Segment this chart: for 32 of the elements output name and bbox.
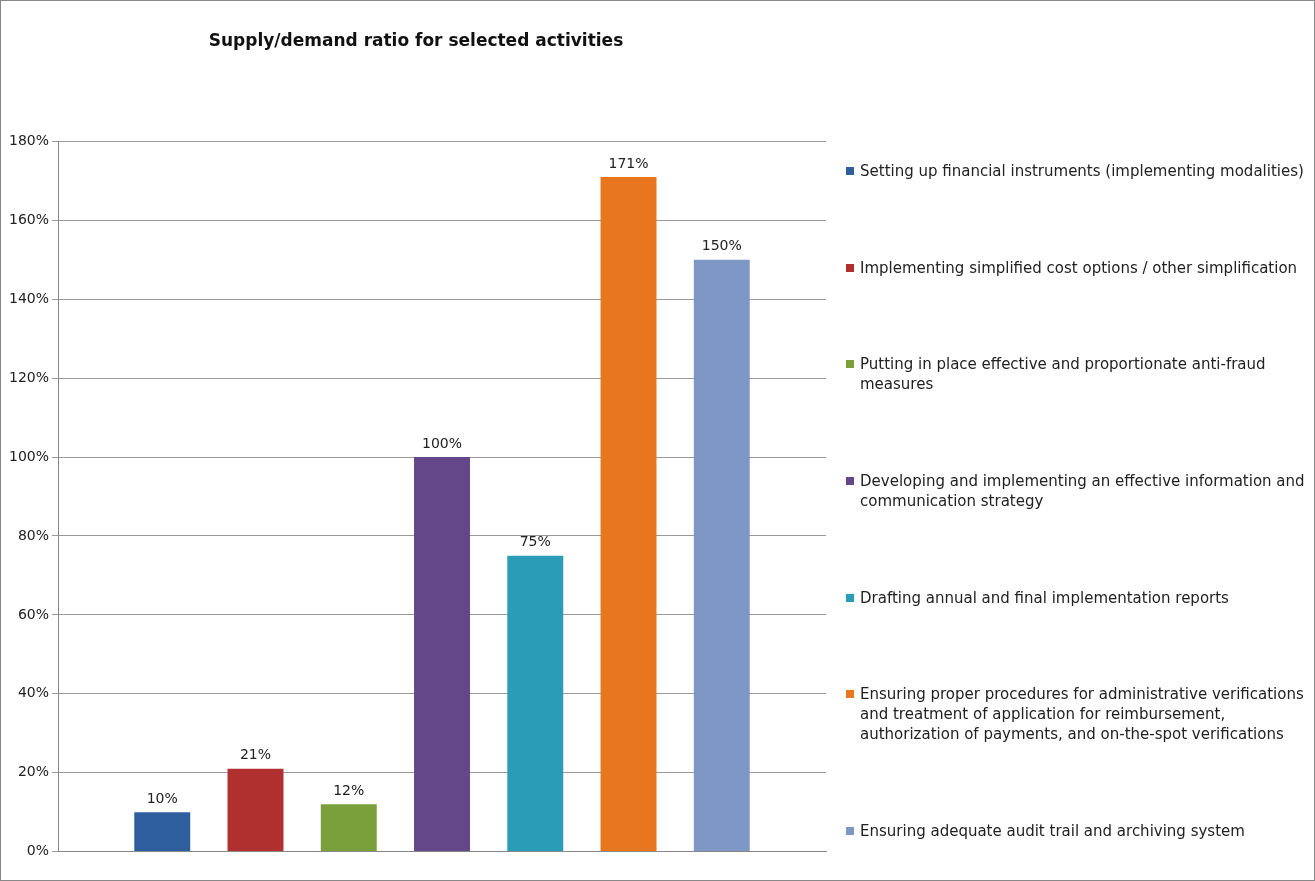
legend-label: Developing and implementing an effective information and communication strategy bbox=[860, 470, 1306, 511]
y-tick-label: 80% bbox=[17, 526, 50, 543]
bar bbox=[600, 176, 657, 852]
data-label: 10% bbox=[146, 789, 178, 806]
bar bbox=[134, 812, 191, 852]
legend-label: Ensuring proper procedures for administrative verifications and treatment of application for reimbursement, authorization of payments, and on-the-spot verifications bbox=[860, 684, 1305, 745]
legend-label: Setting up financial instruments (implementing modalities) bbox=[860, 161, 1304, 181]
chart-title: Supply/demand ratio for selected activities bbox=[208, 29, 624, 50]
y-tick-label: 140% bbox=[8, 289, 50, 306]
legend-label: Putting in place effective and proportionate anti-fraud measures bbox=[860, 354, 1267, 395]
bar bbox=[693, 259, 750, 852]
data-label: 171% bbox=[608, 154, 649, 171]
y-tick-label: 0% bbox=[26, 842, 50, 859]
bar bbox=[320, 804, 377, 852]
legend-label: Implementing simplified cost options / other simplification bbox=[860, 257, 1298, 278]
data-label: 21% bbox=[239, 746, 272, 763]
data-label: 100% bbox=[422, 434, 463, 451]
y-tick-label: 100% bbox=[8, 447, 50, 464]
legend-label: Ensuring adequate audit trail and archiving system bbox=[860, 820, 1245, 841]
bar bbox=[414, 457, 470, 852]
y-tick-label: 120% bbox=[8, 368, 50, 385]
bar bbox=[227, 768, 284, 852]
y-tick-label: 60% bbox=[17, 605, 50, 622]
data-label: 150% bbox=[701, 237, 742, 254]
bar bbox=[507, 555, 564, 852]
data-label: 75% bbox=[519, 533, 551, 550]
y-tick-label: 20% bbox=[17, 763, 50, 780]
data-label: 12% bbox=[333, 781, 365, 798]
y-tick-label: 180% bbox=[8, 132, 50, 149]
legend-label: Drafting annual and final implementation reports bbox=[860, 587, 1229, 608]
y-tick-label: 160% bbox=[8, 210, 50, 227]
y-tick-label: 40% bbox=[17, 684, 50, 701]
